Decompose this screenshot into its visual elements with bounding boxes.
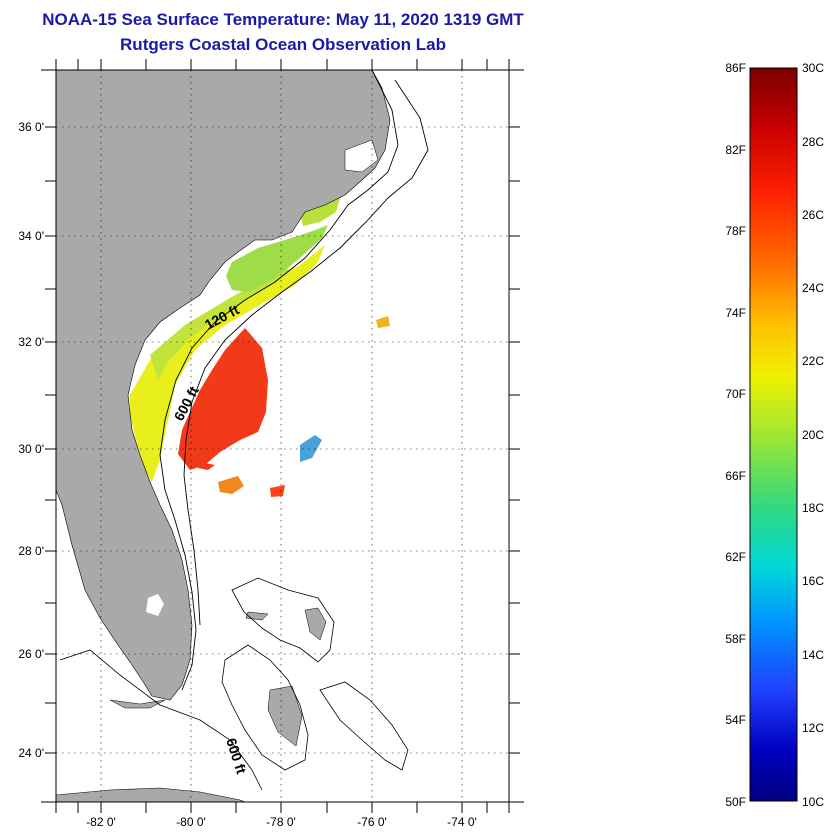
map-title: NOAA-15 Sea Surface Temperature: May 11,… — [42, 10, 524, 29]
cb-f-label: 58F — [725, 632, 746, 646]
map-frame — [55, 69, 510, 803]
lon-label-80: -80 0' — [176, 815, 206, 829]
sst-orange-patch — [218, 476, 244, 494]
colorbar-fahrenheit-labels: 86F 82F 78F 74F 70F 66F 62F 58F 54F 50F — [725, 61, 746, 809]
pamlico-sound — [344, 139, 379, 173]
cb-f-label: 66F — [725, 469, 746, 483]
cb-c-label: 26C — [802, 208, 824, 222]
cb-c-label: 10C — [802, 795, 824, 809]
florida-keys — [109, 699, 166, 709]
cb-f-label: 82F — [725, 143, 746, 157]
lat-label-32: 32 0' — [18, 335, 44, 349]
cb-c-label: 28C — [802, 135, 824, 149]
cb-f-label: 62F — [725, 550, 746, 564]
cb-c-label: 16C — [802, 574, 824, 588]
sst-nc-green — [300, 198, 340, 226]
contour-120ft — [159, 70, 399, 691]
contour-label-600-bahamas: 600 ft — [223, 736, 250, 776]
lat-label-34: 34 0' — [18, 229, 44, 243]
cb-f-label: 54F — [725, 713, 746, 727]
contour-bahamas-outer — [231, 577, 335, 663]
lat-label-26: 26 0' — [18, 647, 44, 661]
us-landmass — [56, 70, 391, 701]
sst-cool-spot — [300, 435, 322, 462]
lon-label-82: -82 0' — [86, 815, 116, 829]
lat-label-30: 30 0' — [18, 442, 44, 456]
sst-gulfstream-south — [198, 462, 215, 470]
contour-600ft — [183, 79, 429, 626]
lon-label-78: -78 0' — [266, 815, 296, 829]
cb-c-label: 22C — [802, 354, 824, 368]
lat-label-36: 36 0' — [18, 120, 44, 134]
lat-label-28: 28 0' — [18, 544, 44, 558]
contour-keys — [59, 649, 263, 791]
lon-label-74: -74 0' — [447, 815, 477, 829]
lon-label-76: -76 0' — [357, 815, 387, 829]
colorbar — [749, 67, 798, 802]
cb-f-label: 86F — [725, 61, 746, 75]
lat-label-24: 24 0' — [18, 746, 44, 760]
sst-gulfstream — [178, 328, 268, 470]
cb-c-label: 20C — [802, 428, 824, 442]
cb-c-label: 14C — [802, 648, 824, 662]
cb-c-label: 30C — [802, 61, 824, 75]
cb-c-label: 12C — [802, 721, 824, 735]
map-subtitle: Rutgers Coastal Ocean Observation Lab — [120, 35, 446, 54]
bahamas-islands — [245, 611, 269, 621]
lake-okeechobee — [146, 594, 164, 616]
sst-carolina-green — [226, 225, 328, 292]
contour-bahamas-bank — [221, 644, 309, 771]
bahamas-andros — [267, 685, 303, 747]
tick-marks — [41, 59, 524, 813]
contour-bahamas-east — [319, 681, 409, 771]
cb-f-label: 78F — [725, 224, 746, 238]
graticule — [56, 70, 509, 802]
cb-c-label: 24C — [802, 281, 824, 295]
cb-c-label: 18C — [802, 501, 824, 515]
cb-f-label: 70F — [725, 387, 746, 401]
bahamas-abaco — [304, 607, 327, 641]
colorbar-celsius-labels: 30C 28C 26C 24C 22C 20C 18C 16C 14C 12C … — [802, 61, 824, 809]
cb-f-label: 50F — [725, 795, 746, 809]
sst-red-patch — [270, 485, 285, 497]
cb-f-label: 74F — [725, 306, 746, 320]
sst-shelf-warm-band — [130, 245, 325, 482]
cuba-coast — [56, 787, 246, 802]
sst-yellow-spot — [376, 316, 390, 328]
